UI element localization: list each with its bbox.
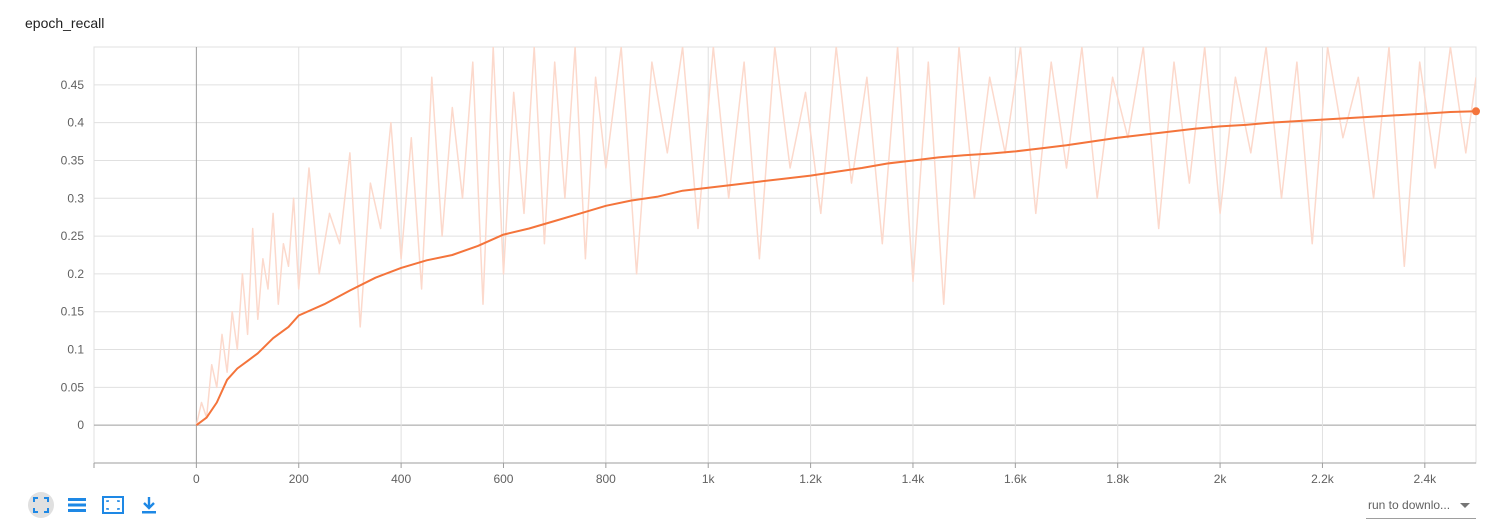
smoothed-series-line	[195, 110, 1476, 427]
x-tick-label: 600	[493, 472, 513, 486]
y-tick-label: 0.25	[61, 229, 85, 243]
chart-toolbar	[28, 492, 162, 518]
x-tick-label: 0	[193, 472, 200, 486]
last-point-marker	[1472, 107, 1480, 116]
x-tick-label: 1.8k	[1106, 472, 1130, 486]
y-tick-label: 0.1	[67, 343, 84, 357]
run-select-label: run to downlo...	[1368, 498, 1451, 512]
y-tick-label: 0.4	[67, 116, 84, 130]
x-tick-label: 1.2k	[799, 472, 823, 486]
x-tick-label: 2k	[1214, 472, 1228, 486]
x-tick-label: 200	[289, 472, 309, 486]
fullscreen-icon	[33, 497, 49, 513]
y-tick-label: 0.3	[67, 191, 84, 205]
y-tick-label: 0	[77, 418, 84, 432]
x-tick-label: 800	[596, 472, 616, 486]
download-button[interactable]	[136, 492, 162, 518]
chart-title: epoch_recall	[25, 15, 105, 31]
toggle-log-scale-button[interactable]	[64, 492, 90, 518]
y-tick-label: 0.35	[61, 153, 85, 167]
fit-domain-icon	[102, 496, 124, 514]
fullscreen-button[interactable]	[28, 492, 54, 518]
chart-plot[interactable]: 0 0.05 0.1 0.15 0.2 0.25 0.3 0.35 0.4 0.45 0 200 400…	[0, 0, 1491, 490]
raw-series-line	[195, 47, 1476, 426]
x-tick-label: 1.6k	[1004, 472, 1028, 486]
run-download-select[interactable]: run to downlo...	[1366, 492, 1476, 519]
x-tick-label: 400	[391, 472, 411, 486]
x-tick-label: 2.2k	[1311, 472, 1335, 486]
y-tick-label: 0.05	[61, 380, 85, 394]
y-tick-label: 0.45	[61, 78, 85, 92]
x-tick-label: 2.4k	[1413, 472, 1437, 486]
fit-domain-button[interactable]	[100, 492, 126, 518]
download-icon	[142, 497, 156, 514]
y-tick-label: 0.2	[67, 267, 84, 281]
list-icon	[68, 498, 86, 512]
chevron-down-icon	[1460, 502, 1470, 508]
x-tick-label: 1.4k	[902, 472, 926, 486]
x-tick-label: 1k	[702, 472, 716, 486]
y-tick-label: 0.15	[61, 305, 85, 319]
